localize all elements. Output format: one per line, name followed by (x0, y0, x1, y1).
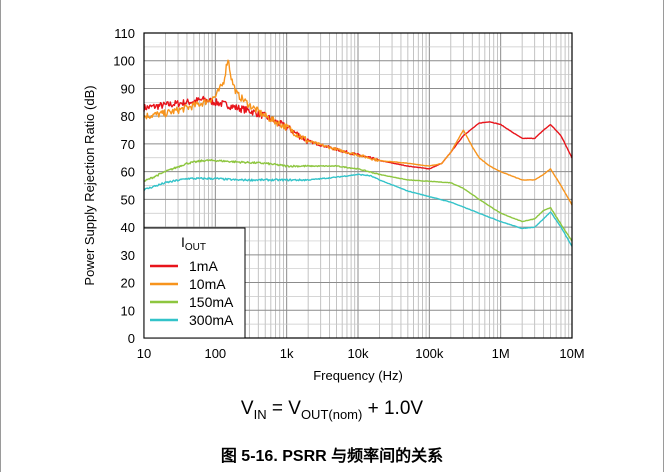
y-tick-label: 20 (121, 276, 135, 291)
legend-label-150mA: 150mA (189, 294, 234, 310)
plot-area-frame (143, 32, 573, 339)
x-tick-label: 10 (137, 346, 151, 361)
test-condition: VIN = VOUT(nom) + 1.0V (0, 398, 664, 422)
series-line-1mA (143, 95, 573, 170)
series-line-10mA (143, 59, 573, 206)
x-tick-label: 100 (204, 346, 226, 361)
equals-sign: = (266, 398, 289, 419)
x-axis-title: Frequency (Hz) (313, 368, 403, 383)
y-tick-label: 60 (121, 165, 135, 180)
legend-label-10mA: 10mA (189, 276, 226, 292)
y-tick-label: 110 (114, 26, 135, 41)
chart-tick-labels: 10 100 1k 10k 100k 1M 10M010203040506070809010… (113, 26, 584, 361)
vin-subscript: IN (253, 406, 267, 422)
y-tick-label: 40 (121, 220, 135, 235)
y-tick-label: 10 (121, 303, 135, 318)
vout-subscript: OUT(nom) (300, 406, 363, 422)
figure-caption: 图 5-16. PSRR 与频率间的关系 (220, 448, 444, 465)
x-tick-label: 10M (559, 346, 584, 361)
x-tick-label: 10k (348, 346, 369, 361)
x-tick-label: 100k (415, 346, 444, 361)
y-tick-label: 100 (113, 54, 135, 69)
x-tick-label: 1k (280, 346, 294, 361)
frame-left-border (0, 0, 1, 472)
series-line-150mA (143, 158, 573, 242)
series-line-300mA (143, 173, 573, 247)
legend-title-main: I (181, 234, 185, 250)
psrr-chart: 10 100 1k 10k 100k 1M 10M010203040506070809010… (82, 26, 585, 383)
y-tick-label: 0 (128, 331, 135, 346)
legend-title: IOUT (181, 234, 206, 253)
chart-grid (143, 32, 573, 339)
y-tick-label: 50 (121, 192, 135, 207)
chart-series-layer (143, 59, 573, 247)
condition-tail: + 1.0V (362, 398, 424, 419)
legend-title-sub: OUT (185, 242, 206, 253)
chart-legend: IOUT 1mA 10mA 150mA 300mA (143, 227, 246, 339)
y-tick-label: 70 (121, 137, 135, 152)
y-tick-label: 80 (121, 109, 135, 124)
y-tick-label: 30 (121, 248, 135, 263)
y-tick-label: 90 (121, 81, 135, 96)
legend-label-1mA: 1mA (189, 258, 218, 274)
y-axis-title: Power Supply Rejection Ratio (dB) (82, 85, 97, 285)
vin-symbol: V (240, 398, 254, 419)
vout-symbol: V (288, 398, 301, 419)
legend-items: 1mA 10mA 150mA 300mA (150, 258, 234, 328)
x-tick-label: 1M (492, 346, 510, 361)
legend-label-300mA: 300mA (189, 312, 234, 328)
